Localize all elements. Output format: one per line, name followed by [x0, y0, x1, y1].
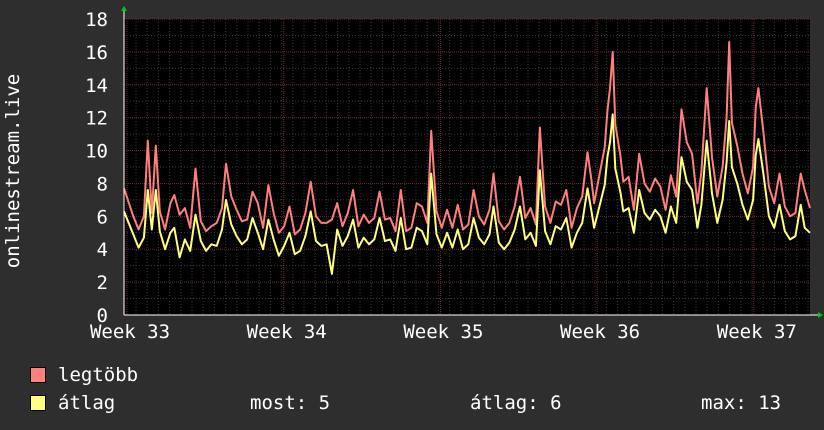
x-tick-label: Week 36 [560, 321, 640, 343]
stat-average: átlag: 6 [470, 392, 562, 414]
y-tick-label: 4 [97, 239, 108, 261]
legend-label-avg: átlag [58, 392, 116, 414]
y-tick-label: 14 [85, 75, 108, 97]
x-axis-arrow [818, 312, 823, 318]
y-tick-label: 0 [97, 305, 108, 327]
y-tick-label: 2 [97, 272, 108, 294]
y-axis-label: onlinestream.live [2, 74, 24, 268]
x-tick-label: Week 34 [247, 321, 327, 343]
y-tick-label: 16 [85, 42, 108, 64]
y-tick-label: 8 [97, 173, 108, 195]
legend-item-avg: átlag [30, 392, 115, 414]
y-tick-label: 6 [97, 206, 108, 228]
series-line-0 [123, 41, 811, 236]
x-tick-label: Week 35 [403, 321, 483, 343]
legend-item-max: legtöbb [30, 364, 138, 386]
x-tick-label: Week 37 [717, 321, 797, 343]
y-tick-label: 10 [85, 141, 108, 163]
legend-label-max: legtöbb [58, 364, 139, 386]
legend-swatch-max [30, 367, 46, 383]
y-tick-label: 12 [85, 108, 108, 130]
stat-maximum: max: 13 [701, 392, 782, 414]
legend-swatch-avg [30, 395, 46, 411]
y-axis-arrow [121, 6, 127, 11]
stat-current: most: 5 [250, 392, 331, 414]
y-tick-label: 18 [85, 9, 108, 31]
series-line-1 [123, 113, 811, 275]
x-tick-label: Week 33 [90, 321, 170, 343]
